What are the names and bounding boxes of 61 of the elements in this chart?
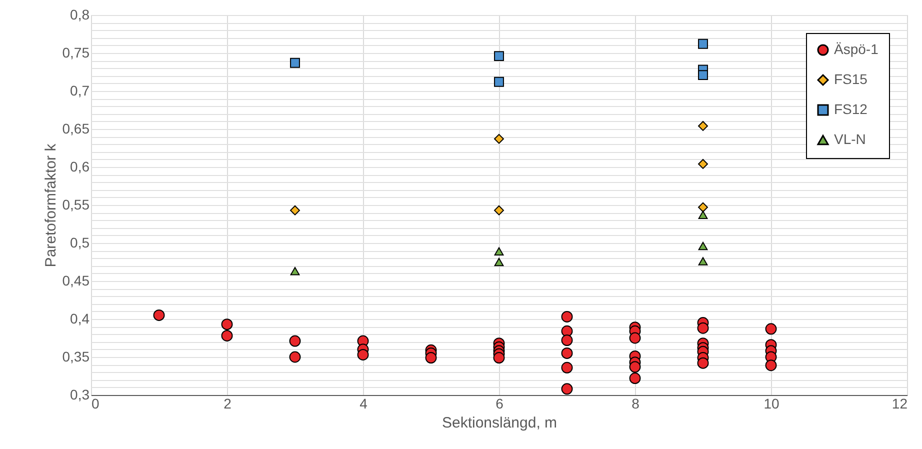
x-tick-label: 10 (764, 396, 780, 412)
x-tick-label: 6 (496, 396, 504, 412)
point (561, 310, 573, 322)
point (698, 257, 708, 266)
point (493, 352, 505, 364)
point (357, 348, 369, 360)
y-tick-label: 0,4 (70, 310, 90, 326)
point (494, 51, 504, 62)
y-tick-label: 0,75 (62, 44, 90, 60)
y-tick-label: 0,65 (62, 120, 90, 136)
point (289, 351, 301, 363)
point (494, 134, 504, 144)
y-axis-title: Paretoformfaktor k (42, 143, 60, 268)
point (629, 372, 641, 384)
x-tick-label: 8 (632, 396, 640, 412)
x-tick-label: 12 (892, 396, 908, 412)
point (290, 58, 300, 68)
y-tick-label: 0,5 (70, 234, 90, 250)
point (697, 357, 709, 369)
point (221, 318, 233, 330)
y-tick-label: 0,8 (70, 6, 90, 22)
point (697, 322, 709, 334)
point (494, 247, 504, 256)
point (698, 202, 708, 212)
x-tick-label: 4 (360, 396, 368, 412)
legend-label: FS15 (834, 71, 868, 87)
y-tick-label: 0,3 (70, 386, 90, 402)
point (698, 210, 708, 220)
point (494, 76, 504, 87)
point (698, 158, 708, 169)
y-tick-label: 0,35 (62, 348, 90, 364)
point (629, 361, 641, 373)
point (698, 70, 708, 80)
point (290, 205, 300, 216)
point (629, 332, 641, 344)
point (289, 335, 301, 347)
y-tick-label: 0,55 (62, 196, 90, 212)
x-axis-title: Sektionslängd, m (442, 414, 558, 432)
y-tick-label: 0,45 (62, 272, 90, 288)
y-tick-label: 0,6 (70, 158, 90, 174)
point (561, 334, 573, 346)
point (153, 309, 165, 321)
point (765, 323, 777, 335)
x-tick-label: 2 (224, 396, 232, 412)
point (561, 347, 573, 359)
legend-label: FS12 (834, 101, 868, 117)
point (494, 205, 504, 216)
point (698, 38, 708, 49)
point (698, 120, 708, 131)
legend-label: VL-N (834, 131, 866, 147)
point (494, 258, 504, 266)
x-tick-label: 0 (92, 396, 100, 412)
point (290, 266, 300, 276)
point (698, 242, 708, 250)
point (561, 362, 573, 374)
point (425, 352, 437, 364)
legend-label: Äspö-1 (834, 41, 879, 57)
y-tick-label: 0,7 (70, 82, 90, 98)
point (221, 330, 233, 342)
point (765, 360, 777, 372)
point (561, 383, 573, 395)
